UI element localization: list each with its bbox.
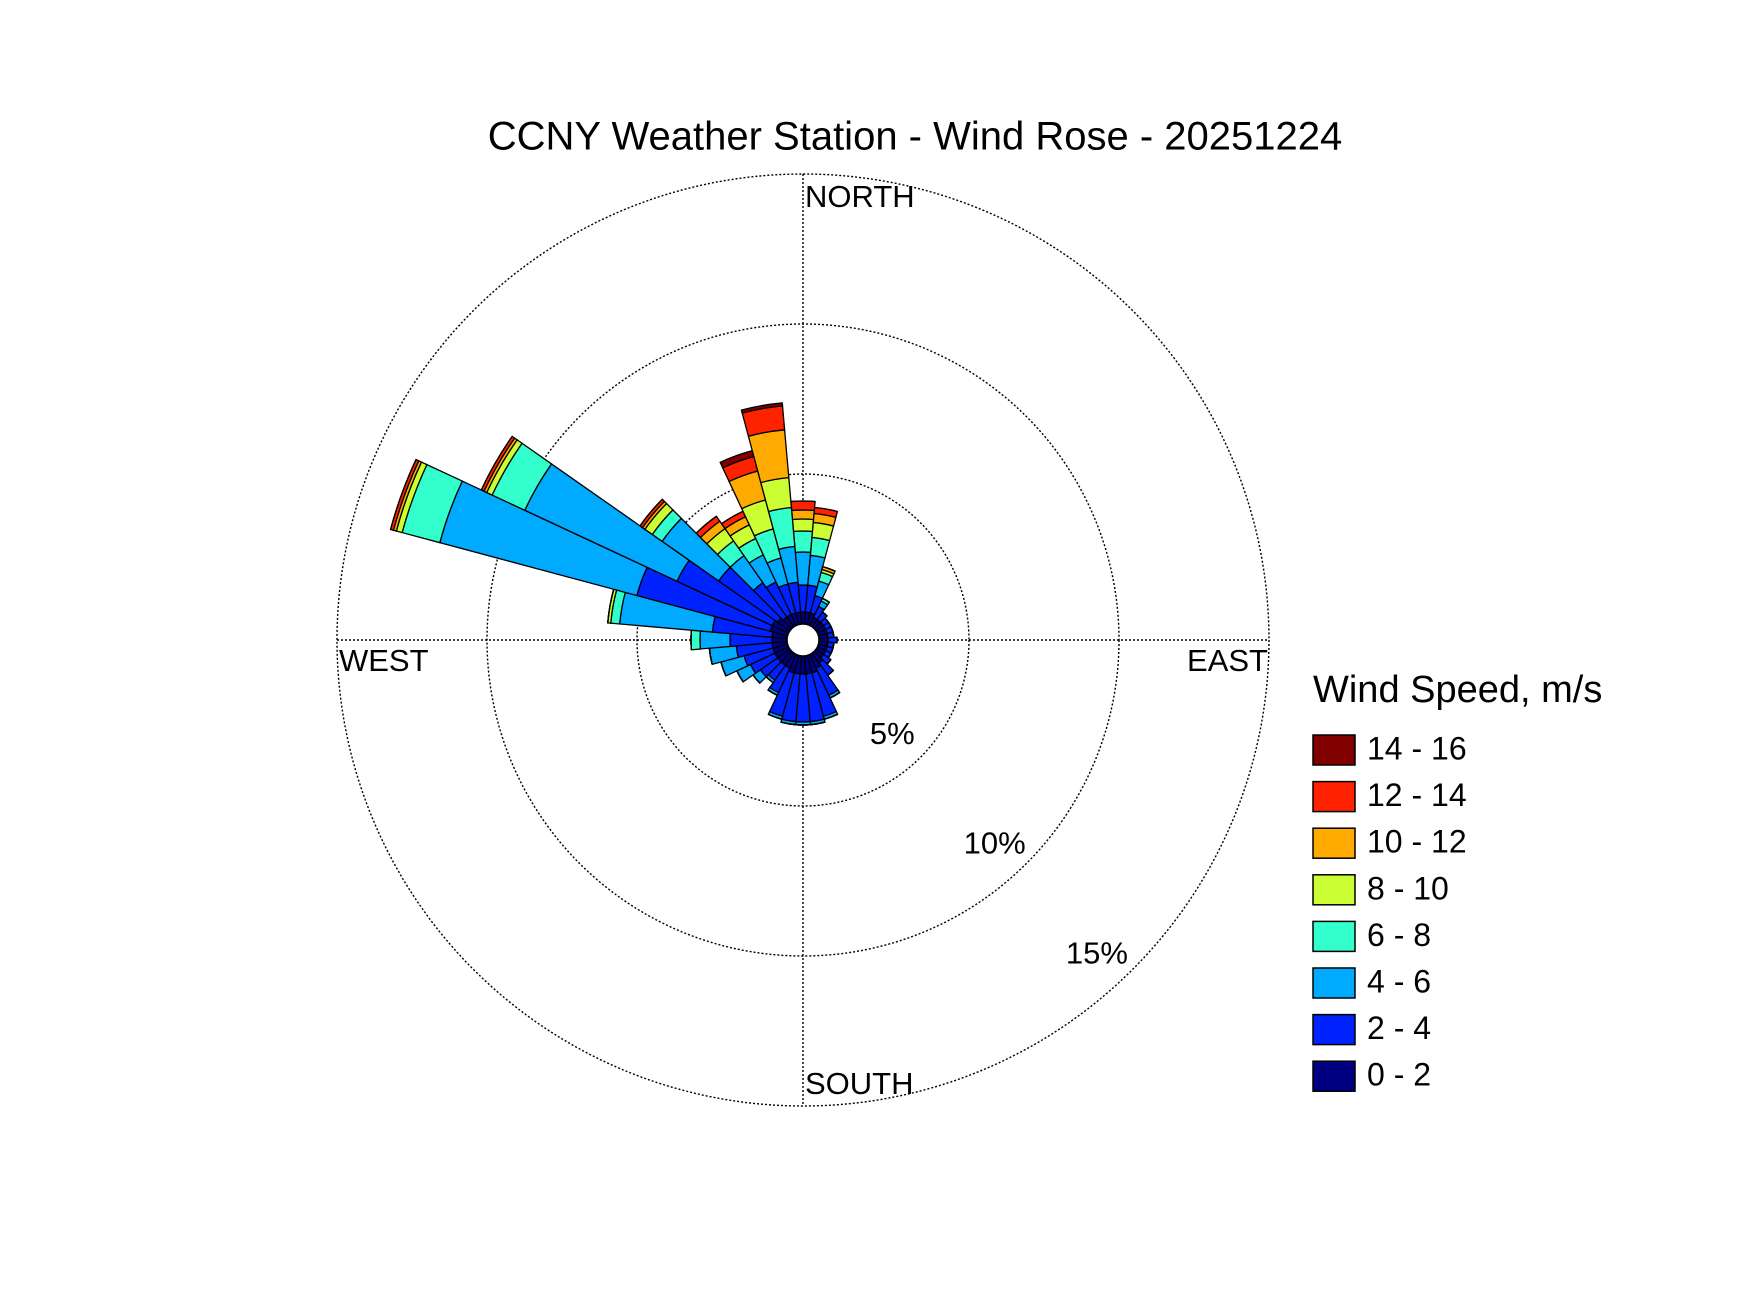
- center-hole: [786, 623, 820, 657]
- direction-label: WEST: [339, 643, 429, 678]
- legend-label: 10 - 12: [1367, 824, 1467, 860]
- wedge: [690, 629, 702, 651]
- wedge: [790, 509, 816, 521]
- wedge: [809, 536, 831, 559]
- grid-ring: [336, 173, 1270, 1107]
- grid-ring: [486, 323, 1120, 957]
- legend-swatch: [1312, 734, 1356, 766]
- grid-ring: [636, 473, 970, 807]
- wedge: [791, 518, 815, 533]
- legend-swatch: [1312, 827, 1356, 859]
- legend-label: 2 - 4: [1367, 1010, 1431, 1046]
- direction-label: SOUTH: [805, 1066, 914, 1101]
- wedge: [639, 498, 663, 527]
- r-tick-label: 15%: [1066, 935, 1128, 970]
- wedge: [822, 611, 828, 617]
- legend-swatch: [1312, 920, 1356, 953]
- legend-label: 8 - 10: [1367, 870, 1449, 906]
- legend-swatch: [1312, 967, 1356, 999]
- wedge: [792, 530, 814, 554]
- legend-label: 0 - 2: [1367, 1057, 1431, 1093]
- wedge: [790, 500, 816, 512]
- wedge: [767, 689, 778, 696]
- wedge: [740, 402, 784, 414]
- legend-label: 6 - 8: [1367, 917, 1431, 953]
- legend-label: 4 - 6: [1367, 963, 1431, 999]
- r-tick-label: 5%: [870, 716, 915, 751]
- legend-title: Wind Speed, m/s: [1313, 669, 1602, 711]
- legend-swatch: [1312, 1060, 1356, 1092]
- chart-title: CCNY Weather Station - Wind Rose - 20251…: [488, 115, 1343, 159]
- r-tick-label: 10%: [964, 826, 1026, 861]
- legend-swatch: [1312, 780, 1356, 813]
- legend-label: 12 - 14: [1367, 777, 1467, 813]
- legend-swatch: [1312, 874, 1356, 906]
- direction-label: NORTH: [805, 179, 915, 214]
- legend-swatch: [1312, 1013, 1356, 1046]
- wedge: [790, 500, 816, 503]
- legend-label: 14 - 16: [1367, 730, 1467, 766]
- direction-label: EAST: [1187, 643, 1268, 678]
